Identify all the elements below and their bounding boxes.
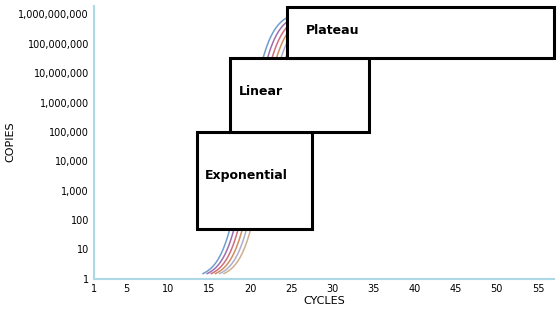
Text: Linear: Linear: [239, 85, 283, 98]
Bar: [230, 58, 370, 132]
X-axis label: CYCLES: CYCLES: [304, 296, 345, 306]
Text: Plateau: Plateau: [306, 24, 360, 37]
Bar: [287, 7, 554, 58]
Y-axis label: COPIES: COPIES: [6, 122, 16, 163]
Text: Exponential: Exponential: [205, 169, 288, 182]
Bar: [197, 132, 312, 229]
